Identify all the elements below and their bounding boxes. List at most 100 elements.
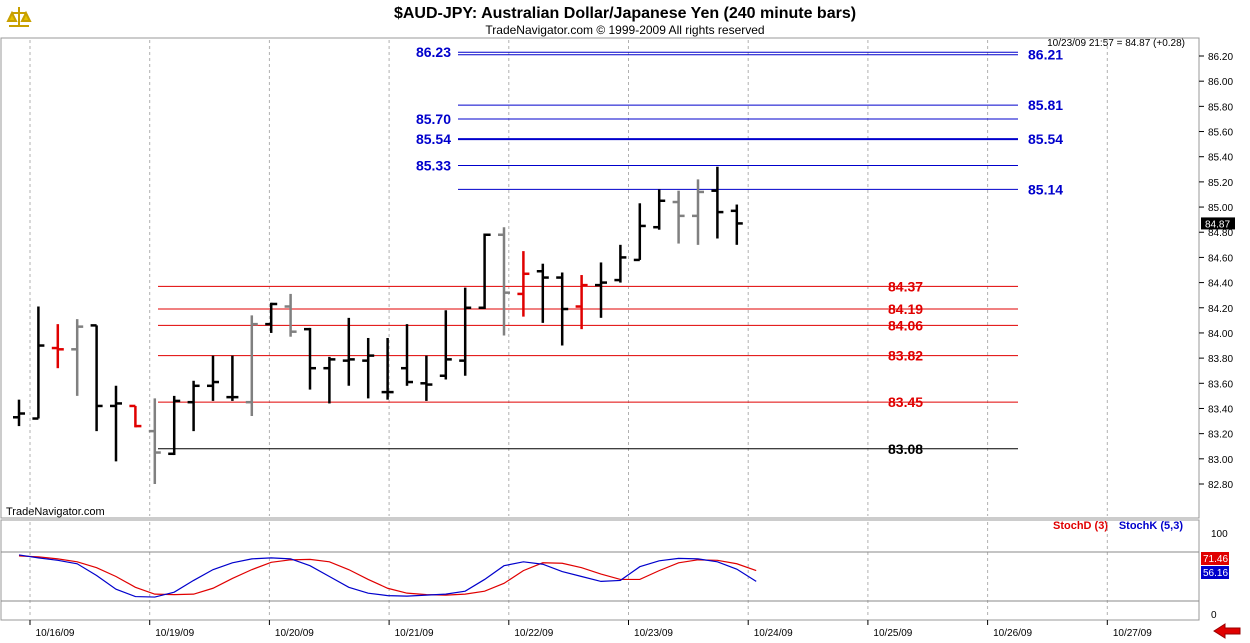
y-tick-label: 84.20 xyxy=(1208,304,1233,315)
ohlc-bar xyxy=(459,287,472,376)
ohlc-bar xyxy=(265,302,278,333)
y-tick-label: 84.60 xyxy=(1208,253,1233,264)
level-label: 85.14 xyxy=(1028,181,1063,197)
price-levels: 86.23 86.21 85.81 85.70 85.54 85.54 85.33 85.14… xyxy=(158,44,1063,457)
y-tick-label: 85.80 xyxy=(1208,102,1233,113)
ohlc-bar xyxy=(439,310,452,380)
y-tick-label: 85.40 xyxy=(1208,153,1233,164)
ohlc-bar xyxy=(536,263,549,323)
y-tick-label: 85.60 xyxy=(1208,128,1233,139)
y-tick-label: 86.20 xyxy=(1208,52,1233,63)
y-tick-label: 86.00 xyxy=(1208,77,1233,88)
ohlc-bar xyxy=(71,319,84,396)
ohlc-bar xyxy=(245,315,258,417)
y-tick-label: 84.80 xyxy=(1208,228,1233,239)
level-label: 85.54 xyxy=(1028,131,1063,147)
ohlc-bar xyxy=(711,166,724,239)
stoch-series-line xyxy=(18,555,757,596)
ohlc-bar xyxy=(226,355,239,401)
y-tick-label: 83.20 xyxy=(1208,430,1233,441)
ohlc-bar xyxy=(556,272,569,346)
y-tick-label: 83.40 xyxy=(1208,404,1233,415)
stochd-value-tag xyxy=(1201,552,1229,565)
ohlc-bar xyxy=(362,337,375,399)
x-tick-label: 10/24/09 xyxy=(754,628,793,639)
x-tick-label: 10/22/09 xyxy=(514,628,553,639)
ohlc-bar xyxy=(284,293,297,337)
ohlc-bar xyxy=(401,324,413,386)
y-tick-label: 84.40 xyxy=(1208,279,1233,290)
ohlc-bar xyxy=(129,404,142,428)
legend-stochd: StochD (3) xyxy=(1053,520,1108,532)
level-label: 85.33 xyxy=(416,158,451,174)
date-axis: 10/16/09 10/19/09 10/20/09 10/21/09 10/22/09… xyxy=(29,620,1152,639)
ohlc-bar xyxy=(672,190,685,244)
ohlc-bar xyxy=(51,324,64,369)
stochd-value-label: 71.46 xyxy=(1203,554,1228,565)
chart-subtitle: TradeNavigator.com © 1999-2009 All right… xyxy=(485,23,764,37)
ohlc-bar xyxy=(653,189,666,230)
level-label: 85.81 xyxy=(1028,97,1063,113)
ohlc-bar xyxy=(575,275,588,330)
ohlc-bar xyxy=(633,203,646,262)
x-tick-label: 10/16/09 xyxy=(36,628,75,639)
watermark: TradeNavigator.com xyxy=(6,506,105,518)
ohlc-bar xyxy=(90,324,103,432)
logo xyxy=(4,4,34,32)
ohlc-bar xyxy=(730,204,743,245)
scroll-left-arrow-icon[interactable] xyxy=(1213,623,1241,639)
ohlc-bar xyxy=(32,306,45,420)
y-tick-label: 83.60 xyxy=(1208,379,1233,390)
stochastic-lines: 100 0 71.46 56.16 xyxy=(1,529,1229,621)
ohlc-bar xyxy=(342,317,355,386)
ohlc-bar xyxy=(148,398,161,484)
stoch-tick-label: 100 xyxy=(1211,529,1228,540)
legend-stochk: StochK (5,3) xyxy=(1119,520,1184,532)
level-label: 83.08 xyxy=(888,441,923,457)
chart-title: $AUD-JPY: Australian Dollar/Japanese Yen… xyxy=(394,5,856,22)
price-bars xyxy=(13,166,743,484)
ohlc-bar xyxy=(304,327,316,390)
x-tick-label: 10/26/09 xyxy=(993,628,1032,639)
y-tick-label: 85.20 xyxy=(1208,178,1233,189)
x-tick-label: 10/27/09 xyxy=(1113,628,1152,639)
level-label: 84.37 xyxy=(888,278,923,294)
ohlc-bar xyxy=(110,385,122,462)
level-label: 86.21 xyxy=(1028,47,1063,63)
y-tick-label: 82.80 xyxy=(1208,480,1233,491)
x-tick-label: 10/19/09 xyxy=(155,628,194,639)
ohlc-bar xyxy=(323,356,336,404)
ohlc-bar xyxy=(381,337,394,400)
stochk-value-label: 56.16 xyxy=(1203,568,1228,579)
x-tick-label: 10/23/09 xyxy=(634,628,673,639)
level-label: 83.82 xyxy=(888,348,923,364)
quote-readout: 10/23/09 21:57 = 84.87 (+0.28) xyxy=(1047,38,1185,49)
x-tick-label: 10/25/09 xyxy=(873,628,912,639)
ohlc-bar xyxy=(517,251,530,317)
stochastic-panel xyxy=(0,519,1200,621)
stochk-value-tag xyxy=(1201,566,1229,579)
ohlc-bar xyxy=(187,380,200,432)
ohlc-bar xyxy=(207,355,219,401)
stoch-tick-label: 0 xyxy=(1211,610,1217,621)
last-price-tag xyxy=(1201,217,1235,230)
level-label: 85.54 xyxy=(416,131,451,147)
ohlc-bar xyxy=(595,262,607,318)
price-axis: 86.20 86.00 85.80 85.60 85.40 85.20 85.00 84.80… xyxy=(1199,52,1235,491)
level-label: 83.45 xyxy=(888,394,923,410)
level-label: 84.19 xyxy=(888,301,923,317)
level-label: 85.70 xyxy=(416,111,451,127)
last-price-label: 84.87 xyxy=(1205,219,1230,230)
x-tick-label: 10/21/09 xyxy=(395,628,434,639)
y-tick-label: 85.00 xyxy=(1208,203,1233,214)
y-tick-label: 83.00 xyxy=(1208,455,1233,466)
ohlc-bar xyxy=(692,179,704,245)
y-tick-label: 84.00 xyxy=(1208,329,1233,340)
ohlc-bar xyxy=(498,227,510,336)
ohlc-bar xyxy=(614,244,627,283)
ohlc-bar xyxy=(13,399,25,427)
stoch-series-line xyxy=(18,554,757,598)
level-label: 86.23 xyxy=(416,44,451,60)
level-label: 84.06 xyxy=(888,317,923,333)
